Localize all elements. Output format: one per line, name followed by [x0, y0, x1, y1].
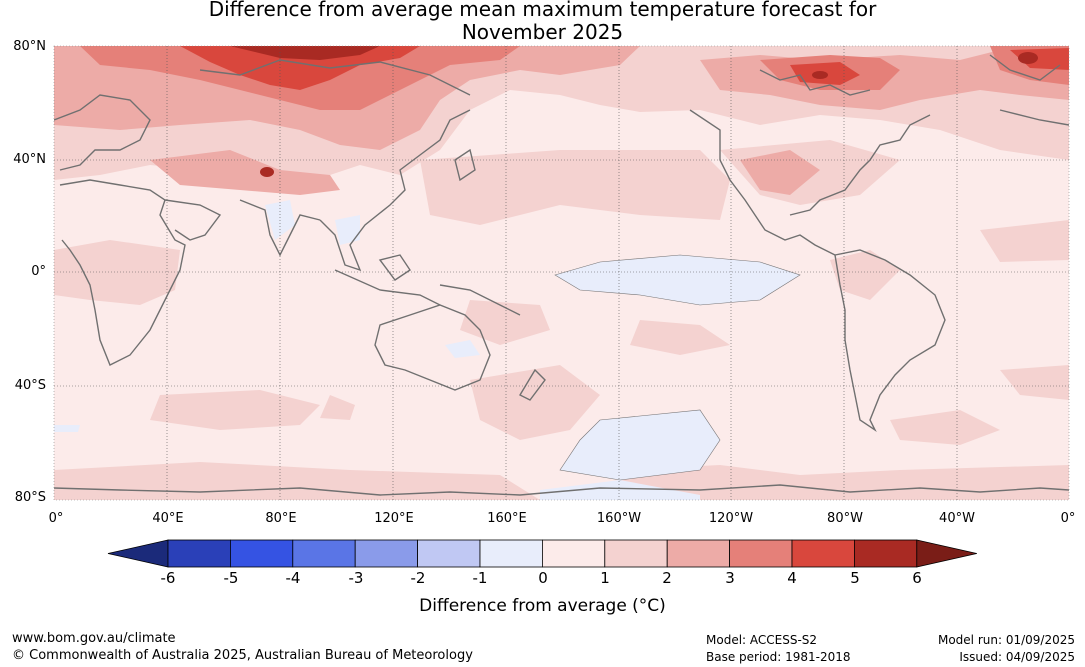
- map-gridlines: [54, 46, 1069, 500]
- colorbar-segment: [791, 539, 855, 568]
- footer-url: www.bom.gov.au/climate: [12, 631, 176, 646]
- footer-model: Model: ACCESS-S2: [706, 633, 818, 647]
- colorbar-segment: [292, 539, 356, 568]
- lat-label-80s: 80°S: [14, 490, 46, 505]
- colorbar-tick: -6: [160, 569, 176, 587]
- colorbar-segment: [417, 539, 481, 568]
- map-title-line2: November 2025: [461, 20, 624, 44]
- colorbar-tick: 1: [600, 569, 610, 587]
- anomaly-5-6-regions: [230, 46, 1038, 177]
- lon-label-120w: 120°W: [708, 511, 754, 526]
- colorbar-segment: [729, 539, 793, 568]
- colorbar-segment: [666, 539, 731, 568]
- colorbar-segment: [542, 539, 606, 568]
- colorbar-tick: -2: [410, 569, 426, 587]
- footer-model-run: Model run: 01/09/2025: [937, 633, 1075, 647]
- anomaly-4-5-regions: [180, 46, 1069, 90]
- lon-label-80e: 80°E: [265, 511, 297, 526]
- lon-label-120e: 120°E: [374, 511, 414, 526]
- colorbar-segment: [854, 539, 918, 568]
- lat-label-40s: 40°S: [14, 378, 46, 393]
- colorbar-tick: 6: [912, 569, 922, 587]
- lat-label-0: 0°: [31, 264, 46, 279]
- map-title-line1: Difference from average mean maximum tem…: [208, 0, 877, 21]
- colorbar-segment: [167, 539, 231, 568]
- lon-label-40e: 40°E: [152, 511, 184, 526]
- lon-label-80w: 80°W: [827, 511, 863, 526]
- colorbar-tick: 3: [725, 569, 735, 587]
- colorbar-tick: 4: [787, 569, 797, 587]
- lon-label-160w: 160°W: [596, 511, 642, 526]
- footer-issued: Issued: 04/09/2025: [959, 650, 1075, 664]
- colorbar-segment: [354, 539, 419, 568]
- lat-label-80n: 80°N: [13, 39, 46, 54]
- colorbar-segment: [479, 539, 543, 568]
- colorbar-tick: 5: [850, 569, 860, 587]
- colorbar-tick: 2: [662, 569, 672, 587]
- lon-label-40w: 40°W: [939, 511, 975, 526]
- anomaly-negative-regions: [54, 200, 800, 500]
- footer-base-period: Base period: 1981-2018: [706, 650, 851, 664]
- colorbar-tick: -1: [472, 569, 488, 587]
- lat-label-40n: 40°N: [13, 152, 46, 167]
- colorbar-segment: [604, 539, 668, 568]
- coastlines: [54, 54, 1069, 496]
- map-frame: [53, 45, 1070, 501]
- colorbar-tick: -4: [285, 569, 301, 587]
- footer-copyright: © Commonwealth of Australia 2025, Austra…: [12, 648, 473, 663]
- colorbar-extend-low: [107, 539, 169, 568]
- colorbar-tick: 0: [538, 569, 548, 587]
- lon-label-160e: 160°E: [487, 511, 527, 526]
- colorbar-title: Difference from average (°C): [419, 596, 666, 616]
- colorbar-tick: -3: [348, 569, 364, 587]
- colorbar-extend-high: [916, 539, 977, 568]
- lon-label-0: 0°: [48, 511, 64, 526]
- colorbar-segment: [229, 539, 294, 568]
- lon-label-0-east: 0°: [1060, 511, 1076, 526]
- colorbar-tick: -5: [223, 569, 239, 587]
